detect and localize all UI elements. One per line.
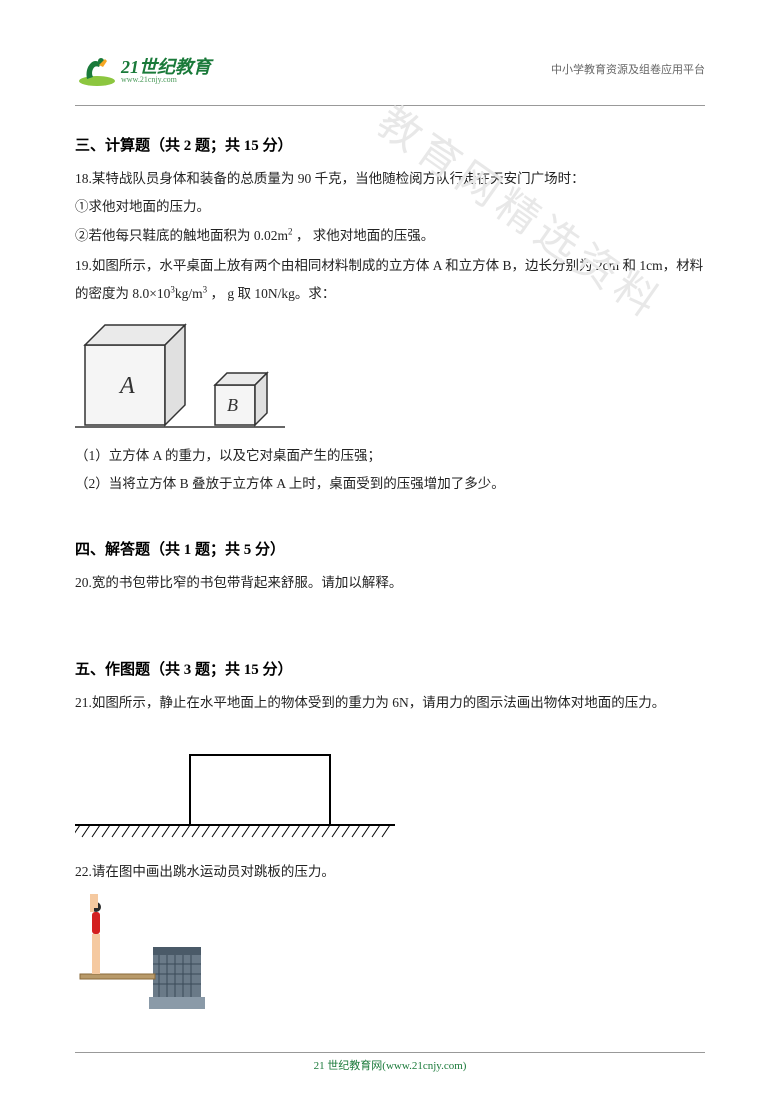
section-5-title: 五、作图题（共 3 题；共 15 分）	[75, 658, 705, 679]
q18-part2-b: ， 求他对地面的压强。	[293, 228, 435, 243]
q21: 21.如图所示，静止在水平地面上的物体受到的重力为 6N，请用力的图示法画出物体…	[75, 689, 705, 717]
diver-tower-top	[153, 947, 201, 955]
logo-url: www.21cnjy.com	[121, 76, 211, 84]
q19-line2-c: ， g 取 10N/kg。求：	[207, 286, 335, 301]
page-header: 21世纪教育 www.21cnjy.com 中小学教育资源及组卷应用平台	[75, 55, 705, 87]
q20: 20.宽的书包带比窄的书包带背起来舒服。请加以解释。	[75, 569, 705, 597]
cube-a-label: A	[118, 373, 135, 399]
q19-sub2: （2）当将立方体 B 叠放于立方体 A 上时，桌面受到的压强增加了多少。	[75, 470, 705, 498]
section-3-title: 三、计算题（共 2 题；共 15 分）	[75, 134, 705, 155]
q18-part2: ②若他每只鞋底的触地面积为 0.02m2 ， 求他对地面的压强。	[75, 222, 705, 250]
figure-box	[75, 725, 705, 850]
box-svg	[75, 725, 395, 845]
q19-line2: 的密度为 8.0×103kg/m3 ， g 取 10N/kg。求：	[75, 280, 705, 308]
page-footer: 21 世纪教育网(www.21cnjy.com)	[75, 1052, 705, 1073]
section-4-title: 四、解答题（共 1 题；共 5 分）	[75, 538, 705, 559]
q19-line2-b: kg/m	[175, 286, 203, 301]
diver-person	[90, 894, 101, 974]
q19-sub1: （1）立方体 A 的重力，以及它对桌面产生的压强；	[75, 442, 705, 470]
logo-block: 21世纪教育 www.21cnjy.com	[75, 55, 211, 87]
q18-part2-a: ②若他每只鞋底的触地面积为 0.02m	[75, 228, 288, 243]
cube-b: B	[215, 373, 267, 425]
q18-intro: 18.某特战队员身体和装备的总质量为 90 千克，当他随检阅方队行走在天安门广场…	[75, 165, 705, 193]
q18-part1: ①求他对地面的压力。	[75, 193, 705, 221]
footer-rule	[75, 1052, 705, 1053]
ground-hatching	[75, 825, 390, 837]
logo-text: 21世纪教育 www.21cnjy.com	[121, 58, 211, 84]
q19-line2-a: 的密度为 8.0×10	[75, 286, 170, 301]
header-rule	[75, 105, 705, 106]
q22: 22.请在图中画出跳水运动员对跳板的压力。	[75, 858, 705, 886]
logo-icon	[75, 55, 117, 87]
diver-svg	[75, 892, 205, 1012]
header-right-text: 中小学教育资源及组卷应用平台	[551, 61, 705, 77]
diver-base	[149, 997, 205, 1009]
q19-line1: 19.如图所示，水平桌面上放有两个由相同材料制成的立方体 A 和立方体 B，边长…	[75, 252, 705, 280]
logo-title: 21世纪教育	[121, 58, 211, 76]
figure-cubes: A B	[75, 315, 705, 438]
footer-text: 21 世纪教育网(www.21cnjy.com)	[75, 1057, 705, 1073]
diving-board	[80, 974, 155, 979]
page: 教育网精选资料 21世纪教育 www.21cnjy.com 中小学教育资源及组卷…	[0, 0, 780, 1103]
cube-b-label: B	[227, 395, 238, 415]
box-rect	[190, 755, 330, 825]
cubes-svg: A B	[75, 315, 295, 433]
cube-a: A	[85, 325, 185, 425]
figure-diver	[75, 892, 705, 1017]
